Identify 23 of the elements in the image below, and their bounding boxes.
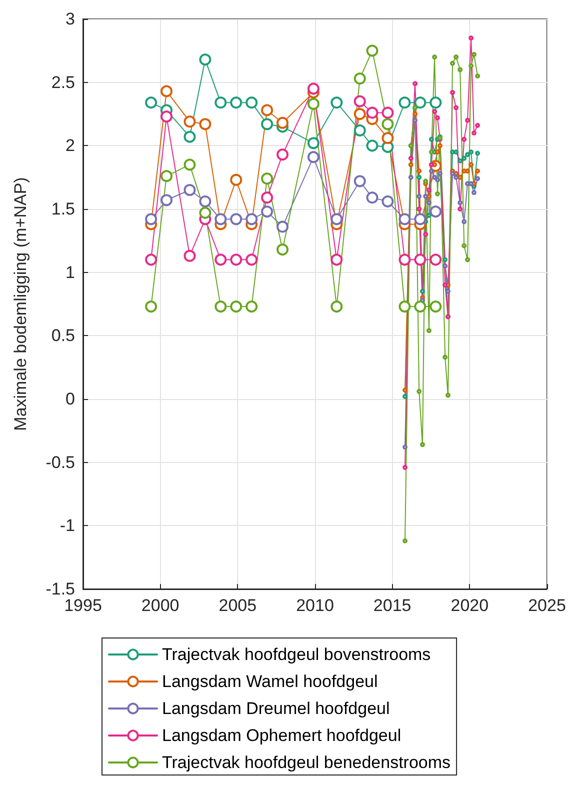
y-tick-label: 2.5	[51, 72, 75, 92]
y-tick-label: 1	[66, 262, 75, 282]
y-tick-label: -1.5	[46, 580, 75, 598]
y-tick-label: 2	[66, 136, 75, 156]
x-tick-label: 2005	[218, 596, 257, 615]
y-tick-label: 0.5	[51, 326, 75, 346]
y-tick-label: 1.5	[51, 200, 75, 218]
x-tick-label: 2010	[296, 596, 334, 615]
y-tick-label: 0	[66, 390, 75, 408]
y-tick-label: -1	[60, 516, 75, 536]
x-tick-label: 2025	[528, 596, 566, 615]
y-axis-title: Maximale bodemligging (m+NAP)	[11, 177, 30, 431]
x-tick-label: 1995	[64, 596, 102, 615]
legend-label: Trajectvak hoofdgeul benedenstrooms	[162, 753, 451, 772]
y-tick-label: 3	[66, 10, 75, 28]
legend-label: Langsdam Ophemert hoofdgeul	[162, 726, 402, 745]
y-tick-label: -0.5	[46, 452, 75, 472]
x-tick-label: 2015	[373, 596, 412, 615]
legend-label: Langsdam Wamel hoofdgeul	[162, 672, 378, 691]
x-tick-label: 2000	[141, 596, 180, 615]
legend-label: Langsdam Dreumel hoofdgeul	[162, 699, 390, 718]
legend-label: Trajectvak hoofdgeul bovenstrooms	[162, 645, 431, 664]
x-tick-label: 2020	[450, 596, 489, 615]
